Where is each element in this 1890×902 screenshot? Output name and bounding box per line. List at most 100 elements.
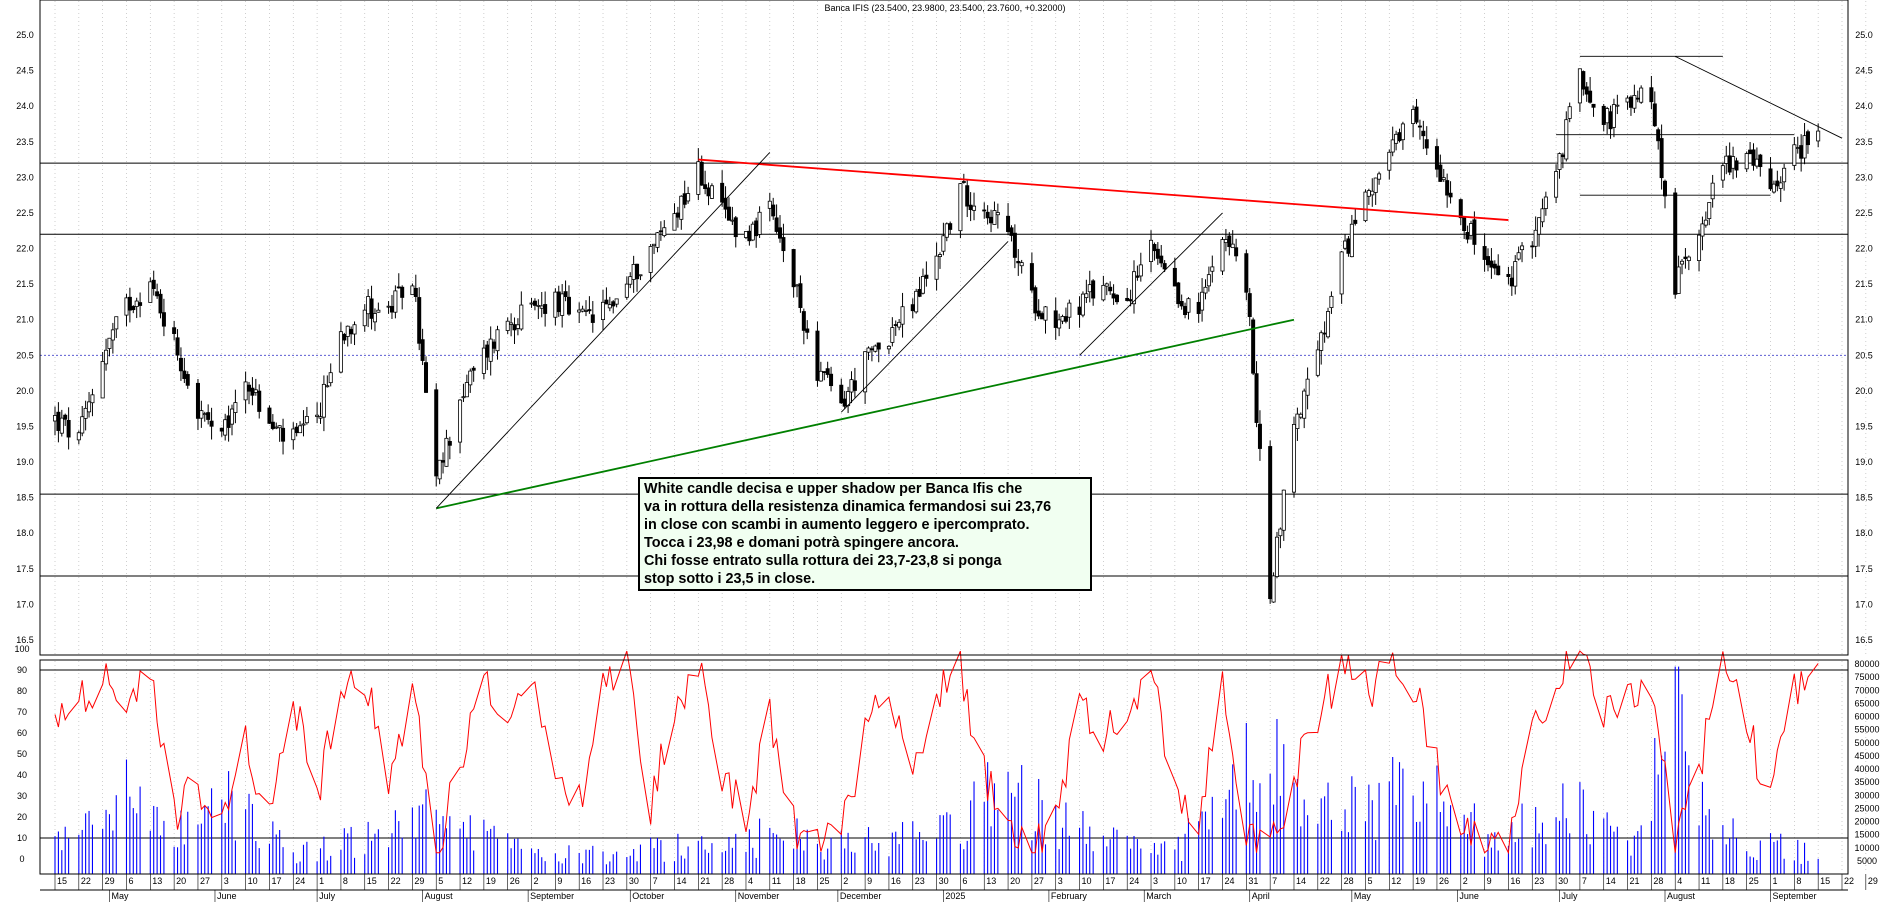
candle-body [87,401,92,413]
candle-body [1257,423,1262,449]
candle-body [560,293,565,316]
candle-body [471,367,476,371]
candle-body [798,283,803,308]
x-day-label: 15 [57,876,67,886]
x-day-label: 15 [1820,876,1830,886]
candle-body [1016,260,1021,264]
x-day-label: 12 [462,876,472,886]
candle-body [910,304,915,312]
x-day-label: 27 [1034,876,1044,886]
candle-body [1720,165,1725,181]
candle-body [723,197,728,210]
price-panel-frame [39,0,1849,656]
x-day-label: 1 [1773,876,1778,886]
x-day-label: 7 [1582,876,1587,886]
candle-body [852,380,857,391]
candle-body [372,313,377,323]
trendline [435,152,771,509]
candle-body [90,394,95,404]
candle-body [298,425,303,434]
candle-body [1492,263,1497,269]
volume-tick: 35000 [1854,777,1879,787]
candle-body [1172,267,1177,287]
candle-body [437,459,442,480]
candle-body [982,209,987,212]
candle-body [1210,266,1215,272]
candle-body [1291,424,1296,493]
candle-body [294,426,299,434]
candle-body [1513,261,1518,287]
candle-body [362,309,367,327]
candle-body [444,437,449,467]
candle-body [1782,167,1787,183]
candle-body [1652,103,1657,127]
candle-body [458,399,463,443]
candle-body [1748,149,1753,155]
candle-body [876,342,881,350]
x-day-label: 31 [1248,876,1258,886]
candle-body [1223,239,1228,244]
candle-body [1271,575,1276,603]
x-day-label: 2 [843,876,848,886]
candle-body [1468,223,1473,236]
candle-body [914,290,919,313]
candle-body [1703,219,1708,226]
candle-body [536,304,541,307]
candle-body [679,195,684,220]
candle-body [590,314,595,323]
x-day-label: 7 [1272,876,1277,886]
candle-body [253,389,258,393]
volume-bars [54,666,1819,874]
candle-body [393,290,398,313]
candle-body [1138,264,1143,277]
candle-body [767,200,772,209]
candle-body [270,421,275,429]
volume-tick: 25000 [1854,803,1879,813]
candle-body [1754,158,1759,167]
candle-body [1724,155,1729,164]
candle-body [1322,332,1327,335]
candle-body [825,368,830,375]
candle-body [345,325,350,337]
x-day-label: 21 [1630,876,1640,886]
candle-body [519,304,524,330]
candle-body [468,370,473,386]
x-day-label: 1 [319,876,324,886]
candle-body [1278,528,1283,537]
candle-body [1628,96,1633,108]
candle-body [199,410,204,419]
candle-body [553,291,558,318]
candle-body [138,302,143,306]
candle-body [1520,245,1525,251]
x-day-label: 19 [486,876,496,886]
candle-body [151,279,156,289]
annotation-line: stop sotto i 23,5 in close. [644,571,816,587]
candle-body [1087,284,1092,293]
candle-body [1567,106,1572,119]
candle-body [1557,153,1562,170]
osc-tick: 20 [17,812,27,822]
candle-body [1768,168,1773,190]
candle-body [515,324,520,329]
candle-body [754,220,759,237]
candle-body [1220,239,1225,272]
x-day-label: 2 [1463,876,1468,886]
candle-body [1111,293,1116,299]
candle-body [805,328,810,333]
x-day-label: 10 [1177,876,1187,886]
candle-body [386,305,391,308]
candle-body [1077,306,1082,315]
candle-body [488,338,493,362]
candle-body [1489,260,1494,268]
candle-body [338,331,343,373]
candle-body [413,287,418,297]
candle-body [1029,263,1034,291]
candle-body [257,390,262,412]
candle-body [1390,139,1395,153]
candle-body [1421,130,1426,137]
x-day-label: 22 [81,876,91,886]
x-day-label: 16 [1510,876,1520,886]
candle-body [134,300,139,307]
x-month-label: June [1459,891,1479,901]
candle-body [1063,316,1068,322]
